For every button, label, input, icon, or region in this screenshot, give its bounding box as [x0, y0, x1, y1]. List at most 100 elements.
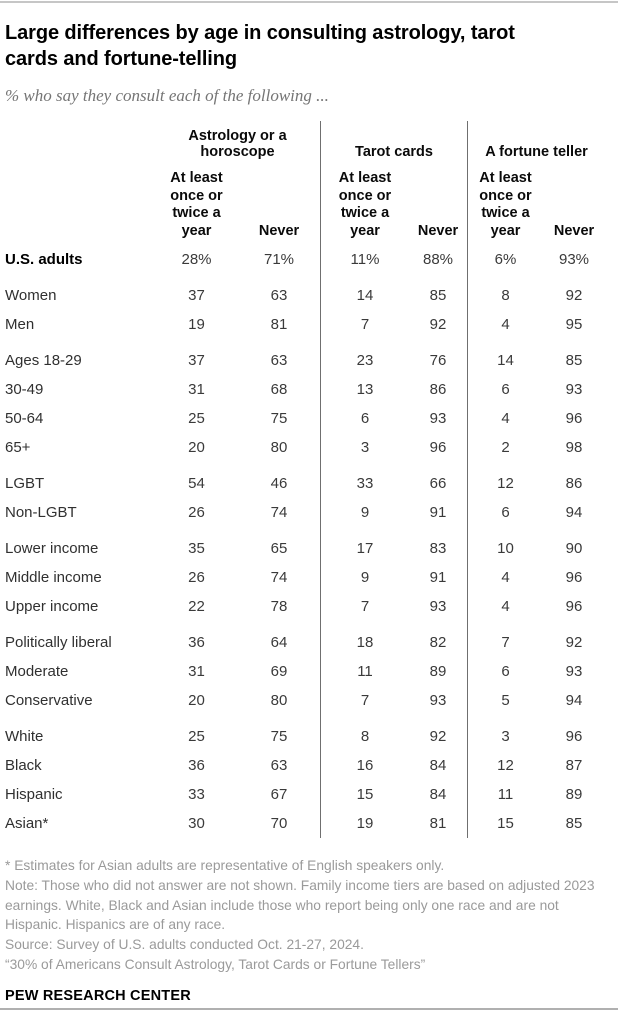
- row-label: LGBT: [5, 475, 45, 493]
- row-label: Lower income: [5, 540, 99, 558]
- subheader-fortune-frequency: At least once or twice a year: [479, 170, 532, 240]
- figure-subtitle: % who say they consult each of the follo…: [5, 85, 329, 105]
- table-row: Middle income 26 74 9 91 4 96: [5, 562, 605, 592]
- cell-value: 90: [565, 540, 583, 558]
- cell-value: 7: [360, 598, 370, 616]
- row-label: 30-49: [5, 381, 44, 399]
- cell-value: 12: [497, 475, 514, 493]
- row-label: 50-64: [5, 410, 44, 428]
- cell-value: 22: [188, 598, 205, 616]
- table-row: Moderate 31 69 11 89 6 93: [5, 656, 605, 686]
- cell-value: 5: [501, 692, 510, 710]
- cell-value: 14: [497, 352, 514, 370]
- cell-value: 11: [497, 786, 514, 804]
- cell-value: 85: [565, 352, 583, 370]
- cell-value: 23: [356, 352, 374, 370]
- cell-value: 63: [238, 273, 321, 310]
- table-row: 65+ 20 80 3 96 2 98: [5, 432, 605, 462]
- cell-value: 28%: [181, 251, 212, 269]
- cell-value: 80: [238, 432, 321, 462]
- cell-value: 4: [501, 316, 510, 334]
- cell-value: 33: [356, 475, 374, 493]
- cell-value: 8: [360, 728, 370, 746]
- subheader-tarot-never: Never: [409, 160, 468, 245]
- cell-value: 19: [356, 815, 374, 833]
- column-group-tarot-cards: Tarot cards: [321, 120, 468, 161]
- cell-value: 88%: [409, 244, 468, 274]
- row-label: Moderate: [5, 663, 69, 681]
- subheader-tarot-frequency: At least once or twice a year: [338, 170, 392, 240]
- cell-value: 3: [501, 728, 510, 746]
- source-note: Source: Survey of U.S. adults conducted …: [5, 937, 364, 953]
- cell-value: 69: [238, 656, 321, 686]
- cell-value: 15: [356, 786, 374, 804]
- cell-value: 12: [497, 757, 514, 775]
- table-row: LGBT 54 46 33 66 12 86: [5, 461, 605, 498]
- cell-value: 14: [356, 287, 374, 305]
- cell-value: 70: [238, 808, 321, 838]
- cell-value: 2: [501, 439, 510, 457]
- subheader-fortune-never: Never: [553, 223, 595, 240]
- table-row: Ages 18-29 37 63 23 76 14 85: [5, 338, 605, 375]
- cell-value: 33: [188, 786, 205, 804]
- cell-value: 96: [409, 432, 468, 462]
- cell-value: 74: [238, 497, 321, 527]
- column-group-fortune-teller: A fortune teller: [485, 143, 588, 160]
- cell-value: 16: [356, 757, 374, 775]
- row-label: Non-LGBT: [5, 504, 77, 522]
- bottom-divider-line: [0, 1008, 618, 1010]
- row-label: Conservative: [5, 692, 93, 710]
- cell-value: 78: [238, 591, 321, 621]
- column-group-astrology: Astrology or a horoscope: [155, 120, 321, 161]
- table-row: Hispanic 33 67 15 84 11 89: [5, 779, 605, 809]
- cell-value: 96: [565, 410, 583, 428]
- table-row: White 25 75 8 92 3 96: [5, 714, 605, 751]
- row-label: Ages 18-29: [5, 352, 82, 370]
- cell-value: 93: [409, 685, 468, 715]
- cell-value: 68: [238, 374, 321, 404]
- cell-value: 36: [188, 757, 205, 775]
- cell-value: 91: [409, 562, 468, 592]
- cell-value: 96: [565, 598, 583, 616]
- cell-value: 75: [238, 714, 321, 751]
- row-label: Politically liberal: [5, 634, 112, 652]
- cell-value: 93: [565, 663, 583, 681]
- cell-value: 11: [357, 663, 373, 681]
- cell-value: 95: [565, 316, 583, 334]
- empty-corner-cell: [5, 161, 155, 245]
- cell-value: 25: [188, 728, 205, 746]
- cell-value: 84: [409, 750, 468, 780]
- cell-value: 82: [409, 620, 468, 657]
- cell-value: 11%: [350, 251, 380, 269]
- cell-value: 8: [501, 287, 510, 305]
- table-row: Conservative 20 80 7 93 5 94: [5, 685, 605, 715]
- table-row: Non-LGBT 26 74 9 91 6 94: [5, 497, 605, 527]
- cell-value: 7: [360, 316, 370, 334]
- table-row: Lower income 35 65 17 83 10 90: [5, 526, 605, 563]
- cell-value: 92: [409, 714, 468, 751]
- asterisk-note: * Estimates for Asian adults are represe…: [5, 857, 445, 873]
- table-row: Upper income 22 78 7 93 4 96: [5, 591, 605, 621]
- cell-value: 65: [238, 526, 321, 563]
- top-divider-line: [0, 1, 618, 3]
- cell-value: 76: [409, 338, 468, 375]
- cell-value: 93: [409, 403, 468, 433]
- cell-value: 26: [188, 504, 205, 522]
- cell-value: 9: [360, 569, 370, 587]
- cell-value: 54: [188, 475, 205, 493]
- row-label: Middle income: [5, 569, 102, 587]
- cell-value: 98: [565, 439, 583, 457]
- cell-value: 20: [188, 692, 205, 710]
- cell-value: 89: [409, 656, 468, 686]
- table-row: Politically liberal 36 64 18 82 7 92: [5, 620, 605, 657]
- cell-value: 84: [409, 779, 468, 809]
- row-label: Black: [5, 757, 42, 775]
- table-row: Asian* 30 70 19 81 15 85: [5, 808, 605, 838]
- table-row: Black 36 63 16 84 12 87: [5, 750, 605, 780]
- cell-value: 31: [188, 381, 205, 399]
- cell-value: 94: [565, 692, 583, 710]
- figure-title: Large differences by age in consulting a…: [5, 22, 515, 71]
- column-group-header-row: Astrology or a horoscope Tarot cards A f…: [5, 120, 605, 161]
- cell-value: 74: [238, 562, 321, 592]
- cell-value: 85: [565, 815, 583, 833]
